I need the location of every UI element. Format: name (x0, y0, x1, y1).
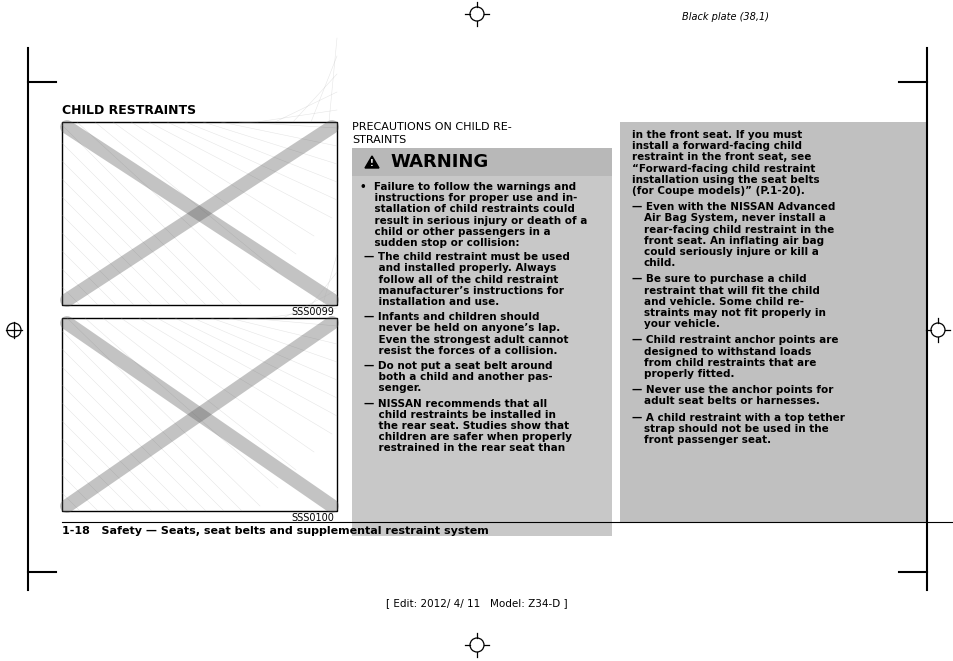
Text: WARNING: WARNING (390, 153, 488, 171)
Text: stallation of child restraints could: stallation of child restraints could (359, 204, 575, 214)
Bar (619, 122, 927, 522)
Text: strap should not be used in the: strap should not be used in the (643, 424, 828, 434)
Text: child or other passengers in a: child or other passengers in a (359, 227, 550, 237)
Text: — Do not put a seat belt around: — Do not put a seat belt around (364, 361, 552, 371)
Text: follow all of the child restraint: follow all of the child restraint (364, 274, 558, 285)
Text: result in serious injury or death of a: result in serious injury or death of a (359, 215, 587, 225)
Bar (352, 148, 612, 176)
Text: installation and use.: installation and use. (364, 297, 498, 307)
Text: SSS0099: SSS0099 (291, 307, 334, 317)
Text: STRAINTS: STRAINTS (352, 135, 406, 145)
Text: child.: child. (643, 258, 676, 268)
Text: resist the forces of a collision.: resist the forces of a collision. (364, 346, 557, 356)
Bar (62, 122, 336, 305)
Text: — Child restraint anchor points are: — Child restraint anchor points are (631, 335, 838, 346)
Text: 1-18   Safety — Seats, seat belts and supplemental restraint system: 1-18 Safety — Seats, seat belts and supp… (62, 526, 488, 536)
Text: PRECAUTIONS ON CHILD RE-: PRECAUTIONS ON CHILD RE- (352, 122, 511, 132)
Text: — Even with the NISSAN Advanced: — Even with the NISSAN Advanced (631, 202, 835, 212)
Text: — A child restraint with a top tether: — A child restraint with a top tether (631, 412, 844, 422)
Text: designed to withstand loads: designed to withstand loads (643, 346, 810, 356)
Text: •  Failure to follow the warnings and: • Failure to follow the warnings and (359, 182, 576, 192)
Text: rear-facing child restraint in the: rear-facing child restraint in the (643, 225, 833, 235)
Text: could seriously injure or kill a: could seriously injure or kill a (643, 247, 818, 257)
Text: — Be sure to purchase a child: — Be sure to purchase a child (631, 274, 806, 284)
Text: !: ! (370, 159, 374, 169)
Text: CHILD RESTRAINTS: CHILD RESTRAINTS (62, 104, 196, 117)
Text: — The child restraint must be used: — The child restraint must be used (364, 253, 569, 262)
Bar (352, 176, 612, 536)
Text: Air Bag System, never install a: Air Bag System, never install a (643, 214, 825, 223)
Text: your vehicle.: your vehicle. (643, 319, 720, 329)
Text: adult seat belts or harnesses.: adult seat belts or harnesses. (643, 397, 819, 407)
Text: installation using the seat belts: installation using the seat belts (631, 175, 819, 185)
Text: restrained in the rear seat than: restrained in the rear seat than (364, 444, 564, 453)
Text: in the front seat. If you must: in the front seat. If you must (631, 130, 801, 140)
Text: — Never use the anchor points for: — Never use the anchor points for (631, 385, 833, 395)
Text: the rear seat. Studies show that: the rear seat. Studies show that (364, 421, 569, 431)
Text: — NISSAN recommends that all: — NISSAN recommends that all (364, 399, 547, 408)
Text: never be held on anyone’s lap.: never be held on anyone’s lap. (364, 323, 559, 333)
Text: straints may not fit properly in: straints may not fit properly in (643, 308, 825, 318)
Polygon shape (365, 156, 378, 168)
Text: Black plate (38,1): Black plate (38,1) (681, 12, 768, 22)
Text: from child restraints that are: from child restraints that are (643, 358, 816, 368)
Text: manufacturer’s instructions for: manufacturer’s instructions for (364, 286, 563, 296)
Text: and installed properly. Always: and installed properly. Always (364, 263, 556, 274)
Text: child restraints be installed in: child restraints be installed in (364, 410, 556, 420)
Text: restraint that will fit the child: restraint that will fit the child (643, 286, 819, 295)
Text: [ Edit: 2012/ 4/ 11   Model: Z34-D ]: [ Edit: 2012/ 4/ 11 Model: Z34-D ] (386, 598, 567, 608)
Text: SSS0100: SSS0100 (291, 513, 334, 523)
Text: — Infants and children should: — Infants and children should (364, 312, 539, 322)
Text: install a forward-facing child: install a forward-facing child (631, 141, 801, 151)
Bar (62, 318, 336, 511)
Text: instructions for proper use and in-: instructions for proper use and in- (359, 193, 577, 203)
Text: properly fitted.: properly fitted. (643, 369, 734, 379)
Text: “Forward-facing child restraint: “Forward-facing child restraint (631, 164, 815, 174)
Text: children are safer when properly: children are safer when properly (364, 432, 572, 442)
Text: (for Coupe models)” (P.1-20).: (for Coupe models)” (P.1-20). (631, 186, 804, 196)
Text: senger.: senger. (364, 383, 421, 393)
Text: front passenger seat.: front passenger seat. (643, 435, 770, 445)
Text: both a child and another pas-: both a child and another pas- (364, 372, 552, 382)
Text: and vehicle. Some child re-: and vehicle. Some child re- (643, 297, 803, 307)
Text: Even the strongest adult cannot: Even the strongest adult cannot (364, 334, 568, 344)
Text: sudden stop or collision:: sudden stop or collision: (359, 238, 519, 248)
Text: restraint in the front seat, see: restraint in the front seat, see (631, 153, 810, 163)
Text: front seat. An inflating air bag: front seat. An inflating air bag (643, 236, 823, 246)
